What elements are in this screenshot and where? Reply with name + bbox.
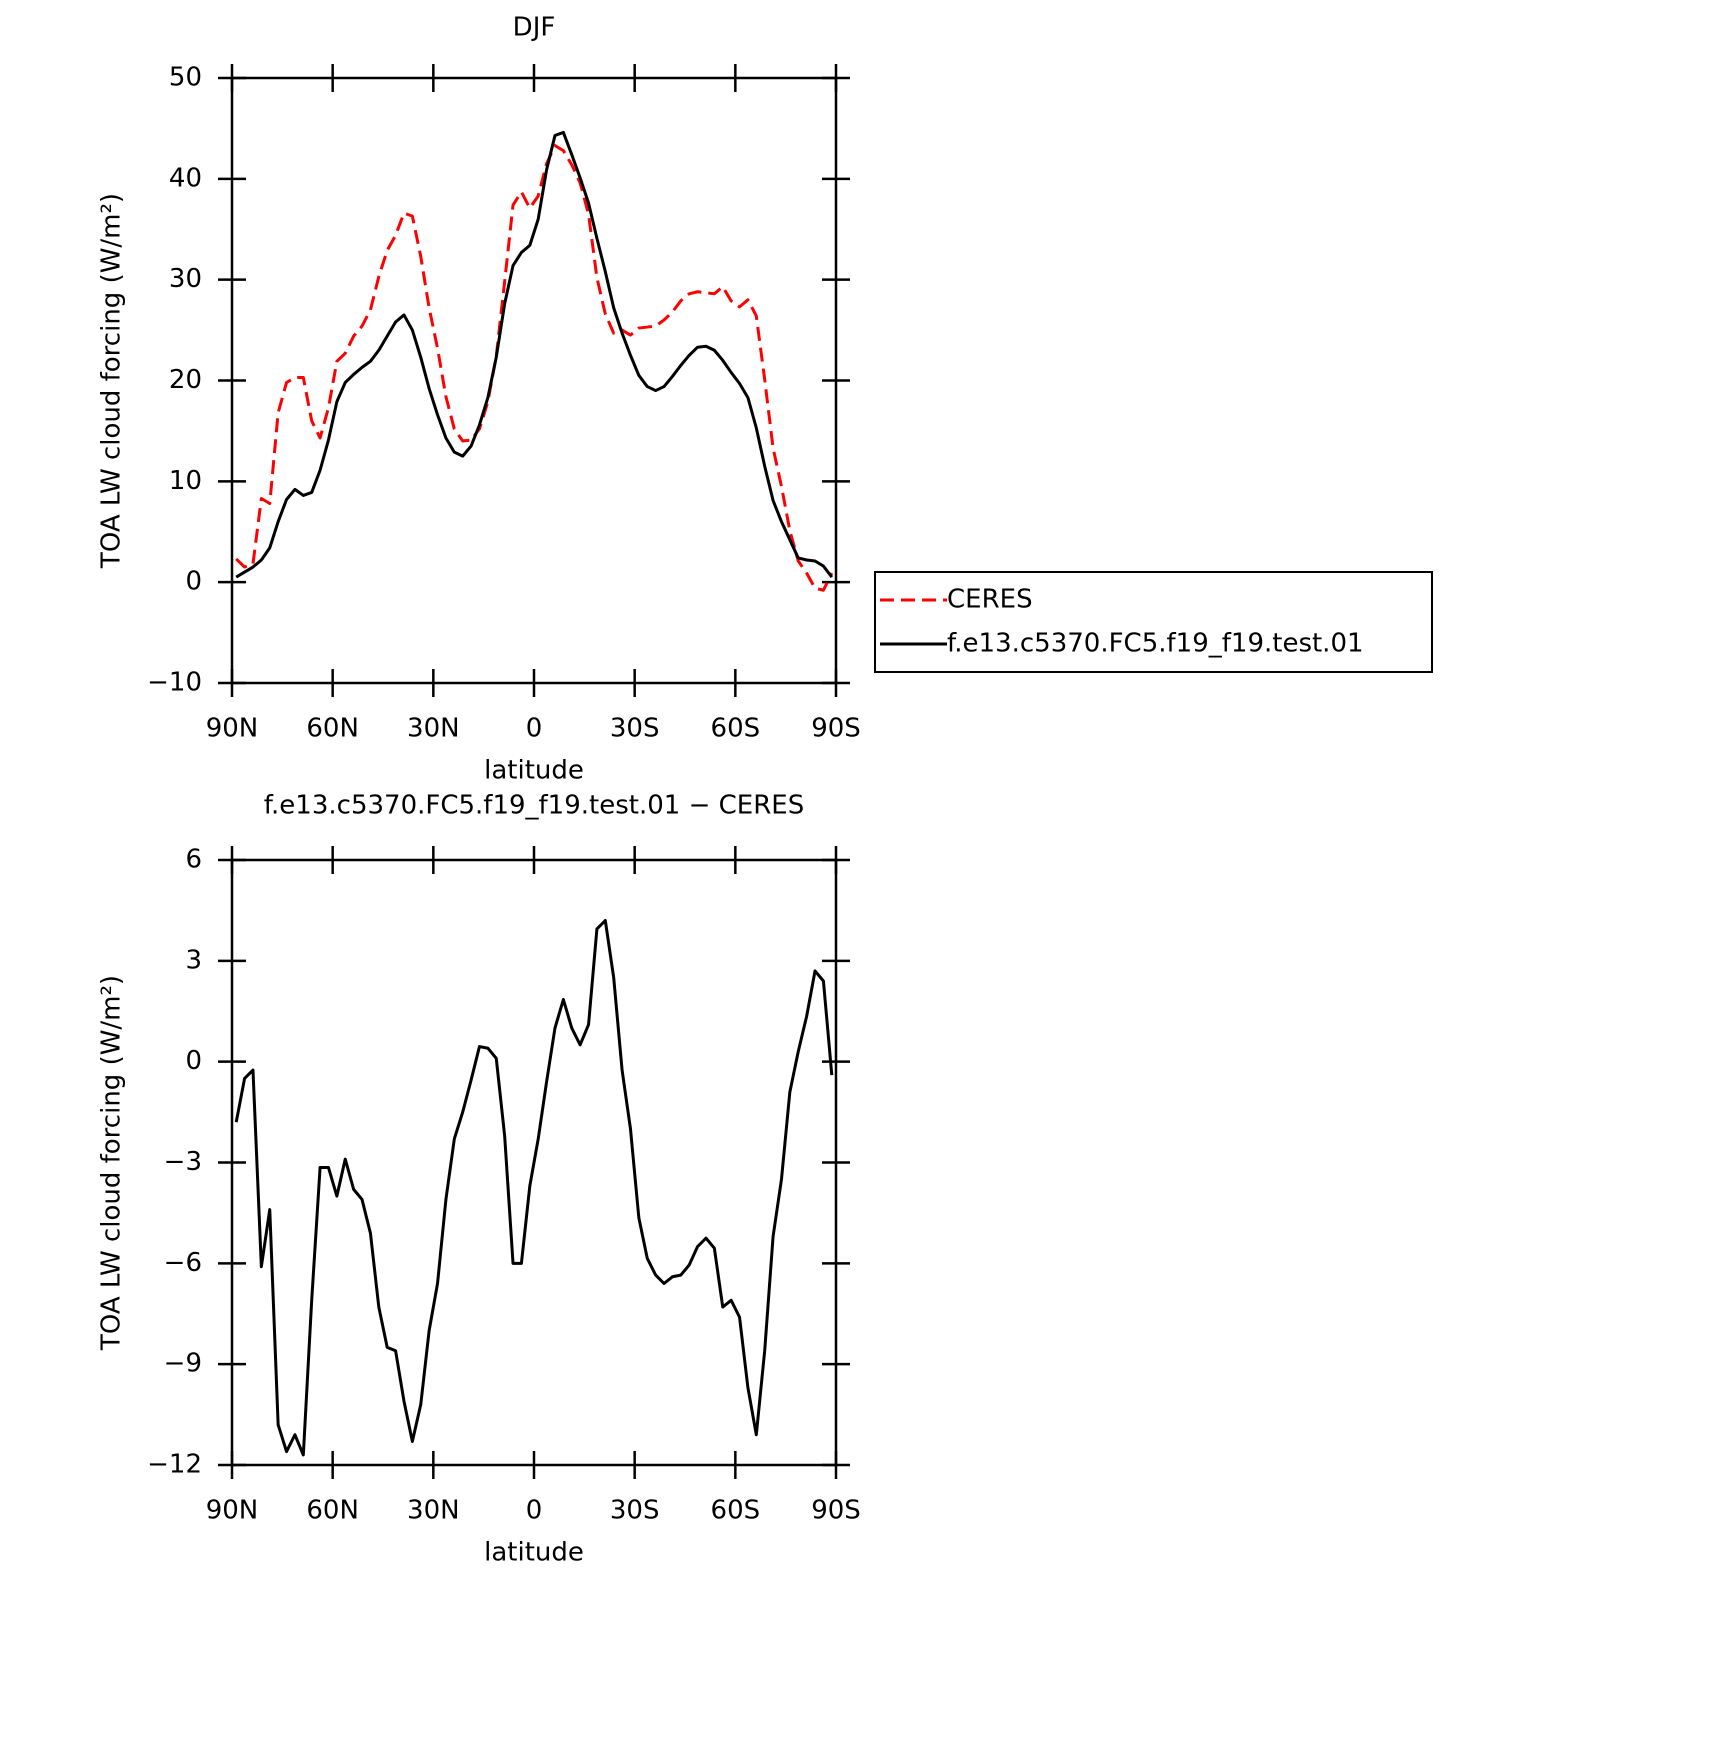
series-line [234, 919, 834, 1457]
legend-label: CERES [947, 585, 1033, 615]
y-tick-label: −12 [147, 1450, 202, 1480]
legend-label: f.e13.c5370.FC5.f19_f19.test.01 [947, 629, 1364, 659]
y-tick-label: 20 [169, 365, 202, 395]
y-tick-label: 40 [169, 163, 202, 193]
y-tick-label: −6 [164, 1248, 202, 1278]
x-tick-label: 30N [407, 714, 460, 744]
series-line [235, 130, 834, 579]
x-tick-label: 60N [306, 714, 359, 744]
x-tick-label: 30S [610, 714, 660, 744]
chart-title: f.e13.c5370.FC5.f19_f19.test.01 − CERES [264, 791, 804, 821]
y-tick-label: −3 [164, 1147, 202, 1177]
y-axis-label: TOA LW cloud forcing (W/m²) [97, 193, 127, 569]
y-tick-label: −10 [147, 668, 202, 698]
x-axis-label: latitude [484, 1538, 584, 1568]
y-tick-label: 3 [185, 945, 202, 975]
y-axis-label: TOA LW cloud forcing (W/m²) [97, 975, 127, 1351]
chart-title: DJF [513, 13, 556, 43]
y-tick-label: −9 [164, 1349, 202, 1379]
x-tick-label: 90N [206, 714, 259, 744]
plot-frame [230, 76, 838, 685]
y-tick-label: 0 [185, 567, 202, 597]
x-tick-label: 90N [206, 1496, 259, 1526]
y-tick-label: 30 [169, 264, 202, 294]
x-tick-label: 60N [306, 1496, 359, 1526]
x-tick-label: 0 [526, 1496, 543, 1526]
x-tick-label: 30N [407, 1496, 460, 1526]
x-tick-label: 90S [811, 714, 861, 744]
y-tick-label: 50 [169, 63, 202, 93]
legend-box [874, 571, 1433, 673]
x-axis-label: latitude [484, 756, 584, 786]
x-tick-label: 30S [610, 1496, 660, 1526]
y-tick-label: 0 [185, 1046, 202, 1076]
x-tick-label: 60S [711, 1496, 761, 1526]
x-tick-label: 90S [811, 1496, 861, 1526]
y-tick-label: 10 [169, 466, 202, 496]
x-tick-label: 0 [526, 714, 543, 744]
x-tick-label: 60S [711, 714, 761, 744]
series-line [235, 144, 834, 592]
y-tick-label: 6 [185, 845, 202, 875]
